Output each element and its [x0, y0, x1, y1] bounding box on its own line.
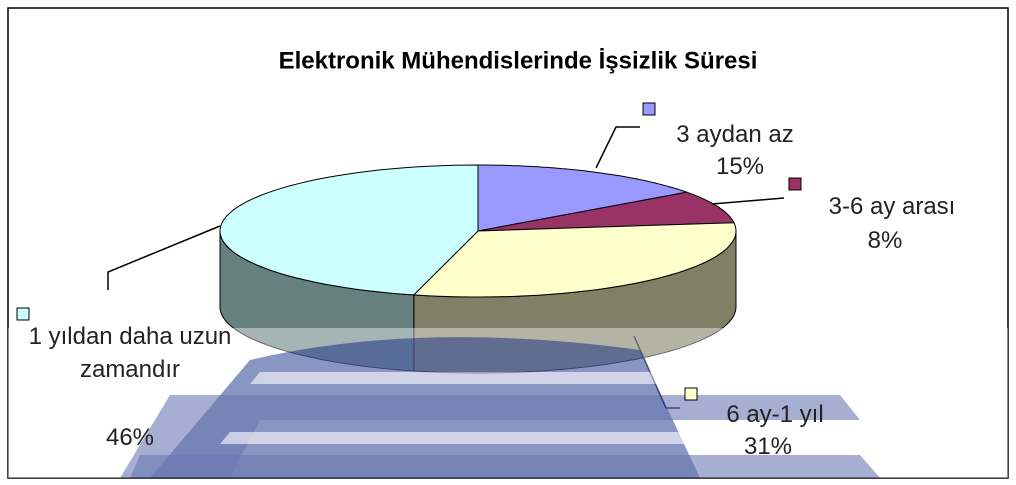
slice-label: 1 yıldan daha uzun zamandır — [28, 323, 232, 383]
slice-value-label: 15% — [715, 153, 765, 180]
watermark-shape — [120, 395, 860, 478]
slice — [412, 222, 737, 298]
legend-key — [788, 177, 802, 191]
legend-key — [642, 102, 656, 116]
leader-line — [107, 225, 221, 290]
slice-label: 3-6 ay arası — [828, 193, 956, 220]
slice-value-label: 31% — [743, 433, 793, 460]
slice — [477, 164, 689, 232]
leader-line — [711, 197, 785, 205]
legend-key — [16, 307, 30, 321]
slice — [219, 164, 479, 296]
watermark — [8, 328, 1008, 478]
legend-key — [684, 387, 698, 401]
watermark-shape — [130, 455, 880, 478]
watermark-shape — [250, 372, 800, 384]
watermark-shape — [150, 337, 700, 478]
slice-label: 3 aydan az — [676, 121, 794, 148]
slice-value-label: 46% — [105, 424, 155, 451]
chart-title: Elektronik Mühendislerinde İşsizlik Süre… — [279, 47, 758, 74]
watermark-shape — [220, 432, 820, 444]
leader-line — [595, 126, 640, 169]
slice — [477, 191, 735, 232]
pie — [219, 164, 737, 374]
slice-value-label: 8% — [867, 227, 903, 254]
slice-label: 6 ay-1 yıl — [726, 401, 824, 428]
